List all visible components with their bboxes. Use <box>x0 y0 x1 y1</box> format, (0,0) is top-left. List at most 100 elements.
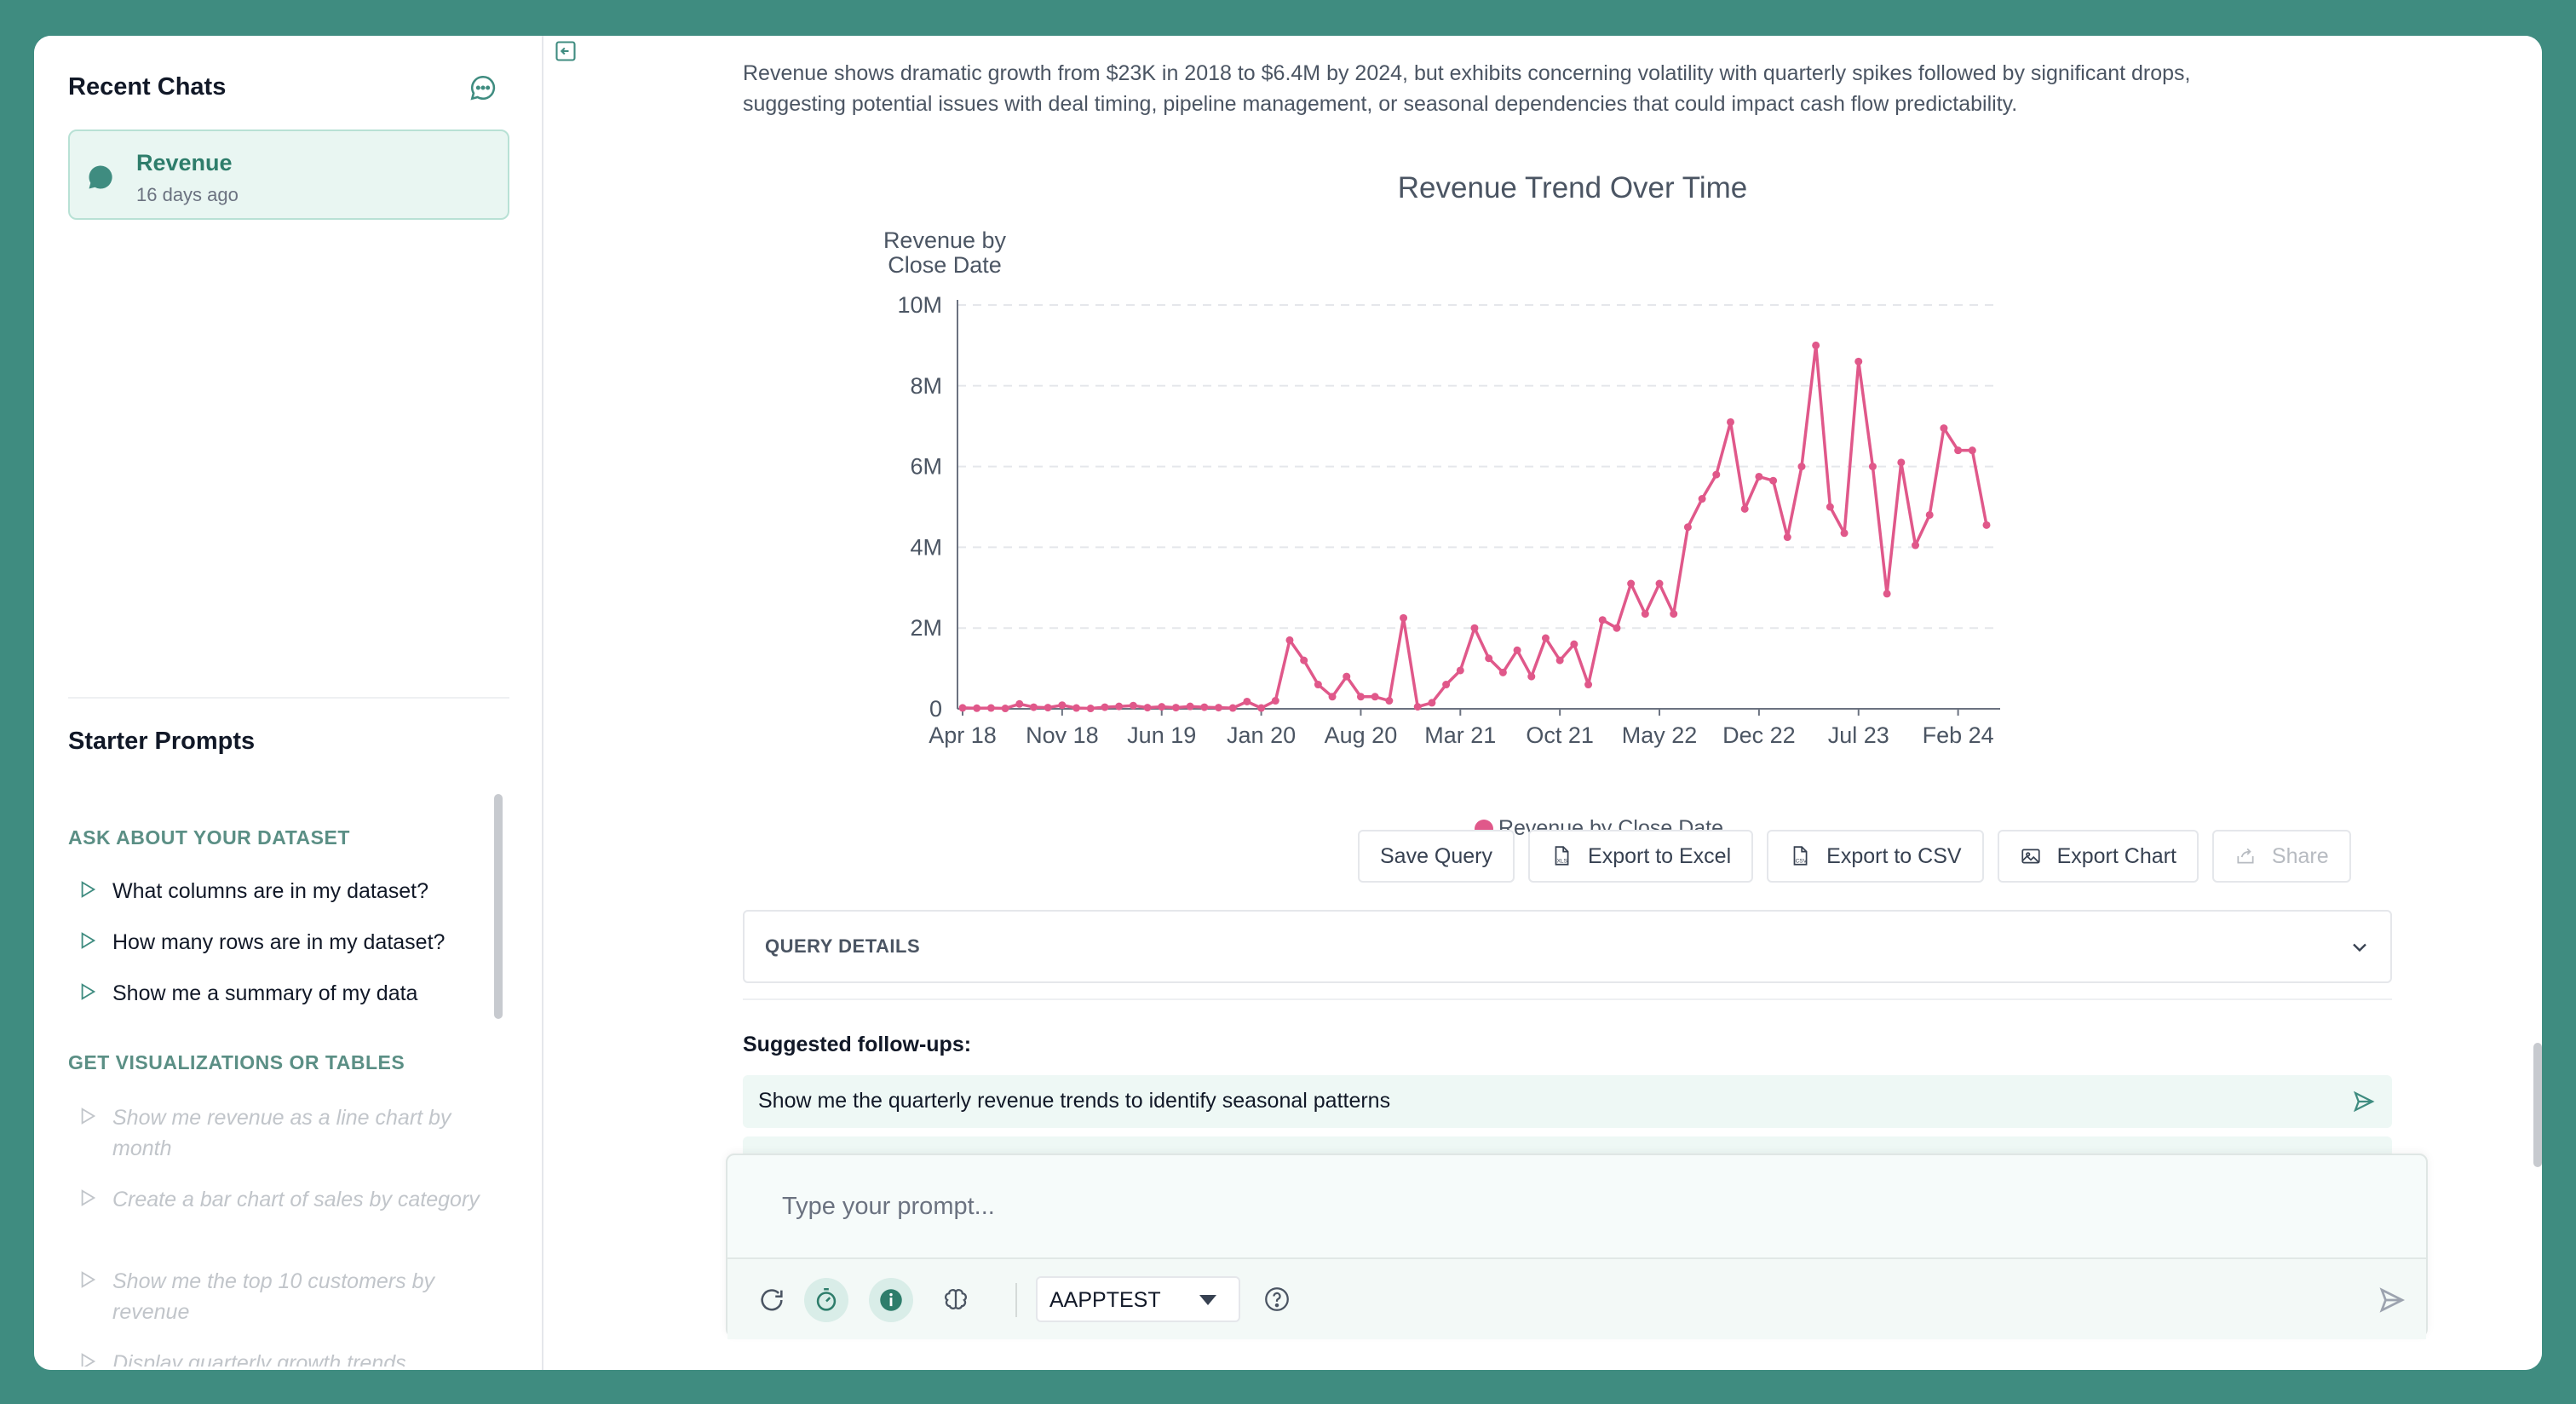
main-scrollbar[interactable] <box>2533 1043 2542 1167</box>
starter-prompt-item[interactable]: Display quarterly growth trends <box>78 1348 487 1367</box>
save-query-button[interactable]: Save Query <box>1358 830 1515 883</box>
y-tick-label: 10M <box>897 292 942 318</box>
data-point <box>1826 503 1834 511</box>
svg-text:XLS: XLS <box>1557 859 1568 865</box>
chart-svg: 0 2M 4M 6M 8M 10M Apr 18 Nov 18 Jun 19 Jan 20 Aug … <box>897 292 2000 748</box>
data-point <box>1243 697 1251 705</box>
starter-prompt-item[interactable]: Show me the top 10 customers by revenue <box>78 1266 487 1327</box>
y-tick-label: 6M <box>910 454 942 480</box>
starter-prompt-item[interactable]: How many rows are in my dataset? <box>78 927 487 958</box>
chart-actions: Save Query XLS Export to Excel CSV Expor… <box>1358 830 2351 883</box>
x-tick-label: Jun 19 <box>1127 722 1196 748</box>
data-point <box>1925 510 1934 519</box>
data-point <box>1385 697 1394 705</box>
data-point <box>1428 699 1436 707</box>
data-point <box>1115 702 1124 711</box>
data-point <box>1400 613 1408 622</box>
data-point <box>1371 693 1379 701</box>
data-point <box>1072 704 1081 712</box>
answer-summary: Revenue shows dramatic growth from $23K … <box>743 61 2191 116</box>
starter-prompt-item[interactable]: Show me revenue as a line chart by month <box>78 1102 487 1164</box>
data-point <box>1513 646 1521 654</box>
export-excel-button[interactable]: XLS Export to Excel <box>1528 830 1754 883</box>
data-point <box>1101 703 1109 711</box>
share-button[interactable]: Share <box>2211 830 2351 883</box>
data-point <box>1541 634 1550 642</box>
data-point <box>1271 697 1279 705</box>
play-icon <box>81 1189 96 1206</box>
starter-prompt-item[interactable]: What columns are in my dataset? <box>78 876 487 906</box>
help-icon[interactable] <box>1262 1285 1291 1314</box>
collapse-sidebar-icon[interactable] <box>554 39 578 63</box>
section-ask-dataset: ASK ABOUT YOUR DATASET <box>68 826 350 849</box>
timer-icon <box>816 1287 837 1311</box>
export-chart-button[interactable]: Export Chart <box>1997 830 2199 883</box>
refresh-button[interactable] <box>750 1278 794 1322</box>
query-details-label: QUERY DETAILS <box>765 935 921 957</box>
chat-item-revenue[interactable]: Revenue 16 days ago <box>68 129 509 220</box>
export-csv-label: Export to CSV <box>1826 843 1962 868</box>
model-select[interactable]: AAPPTEST <box>1036 1276 1240 1322</box>
app-window: Recent Chats Revenue 16 days ago Starter… <box>34 36 2542 1370</box>
x-tick-label: Nov 18 <box>1026 722 1099 748</box>
data-point <box>1300 656 1308 665</box>
starter-prompt-item[interactable]: Create a bar chart of sales by category <box>78 1184 487 1215</box>
followup-item[interactable]: Show me the quarterly revenue trends to … <box>743 1075 2392 1128</box>
followup-label: Show me the quarterly revenue trends to … <box>758 1089 1391 1113</box>
export-excel-label: Export to Excel <box>1588 843 1732 868</box>
model-select-value: AAPPTEST <box>1049 1288 1161 1312</box>
starter-prompts-scrollbar[interactable] <box>494 794 503 1019</box>
y-tick-label: 4M <box>910 534 942 560</box>
data-point <box>1670 610 1678 619</box>
data-point <box>1001 705 1009 713</box>
chart-y-label: Revenue by Close Date <box>883 227 1007 278</box>
send-icon[interactable] <box>2351 1089 2377 1114</box>
x-tick-label: Feb 24 <box>1923 722 1994 748</box>
data-point <box>1442 681 1451 689</box>
data-point <box>1470 624 1479 632</box>
data-point <box>1897 458 1906 467</box>
data-point <box>1555 656 1564 665</box>
play-icon <box>81 983 96 1000</box>
x-tick-label: May 22 <box>1622 722 1698 748</box>
chart-title: Revenue Trend Over Time <box>1397 171 1748 204</box>
x-tick-label: Jan 20 <box>1227 722 1296 748</box>
export-chart-label: Export Chart <box>2056 843 2176 868</box>
data-point <box>1498 668 1507 676</box>
timer-button[interactable] <box>804 1278 848 1322</box>
data-point <box>1940 424 1948 433</box>
data-point <box>1328 693 1337 701</box>
caret-down-icon <box>1199 1295 1216 1305</box>
brain-button[interactable] <box>934 1278 978 1322</box>
data-point <box>1228 704 1237 712</box>
query-details-accordion[interactable]: QUERY DETAILS <box>743 910 2392 983</box>
x-tick-label: Dec 22 <box>1722 722 1796 748</box>
data-point <box>1186 702 1194 711</box>
data-point <box>1044 704 1052 712</box>
new-chat-icon[interactable] <box>469 73 497 102</box>
play-icon <box>81 1353 96 1367</box>
image-icon <box>2021 849 2040 864</box>
starter-prompt-label: Create a bar chart of sales by category <box>112 1188 480 1211</box>
brain-icon <box>945 1289 967 1309</box>
export-csv-button[interactable]: CSV Export to CSV <box>1767 830 1984 883</box>
recent-chats-title: Recent Chats <box>68 73 227 101</box>
data-point <box>1158 703 1166 711</box>
info-button[interactable] <box>869 1278 913 1322</box>
send-icon[interactable] <box>2377 1285 2407 1315</box>
data-point <box>1627 579 1636 588</box>
starter-prompt-label: What columns are in my dataset? <box>112 879 428 903</box>
main-panel: Revenue shows dramatic growth from $23K … <box>545 36 2542 1370</box>
data-point <box>1740 504 1749 513</box>
sidebar: Recent Chats Revenue 16 days ago Starter… <box>34 36 543 1370</box>
x-tick-label: Apr 18 <box>929 722 997 748</box>
data-point <box>1086 705 1095 713</box>
x-tick-label: Aug 20 <box>1325 722 1398 748</box>
starter-prompt-item[interactable]: Show me a summary of my data <box>78 978 487 1009</box>
data-point <box>973 704 981 712</box>
data-point <box>1485 654 1493 663</box>
data-point <box>1954 446 1963 455</box>
y-tick-label: 2M <box>910 615 942 641</box>
prompt-input[interactable] <box>727 1155 2426 1257</box>
play-icon <box>81 1108 96 1125</box>
